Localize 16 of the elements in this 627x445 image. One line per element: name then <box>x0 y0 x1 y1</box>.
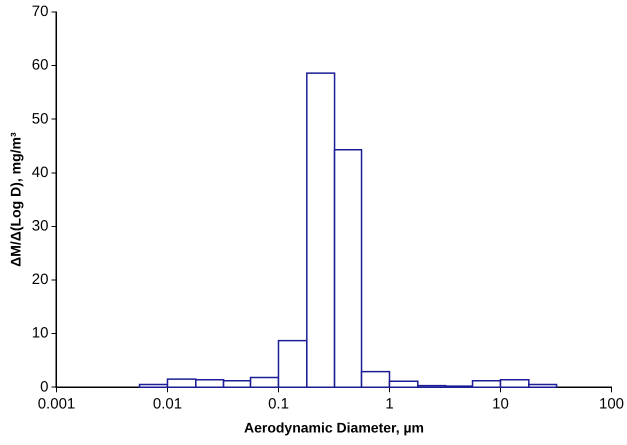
x-tick-label: 1 <box>385 395 394 412</box>
y-tick-label: 60 <box>32 56 48 74</box>
y-tick-label: 50 <box>32 110 48 128</box>
y-tick-label: 10 <box>32 324 48 342</box>
x-tick-label: 0.001 <box>38 395 76 412</box>
x-axis-title: Aerodynamic Diameter, µm <box>244 419 424 436</box>
y-tick-label: 30 <box>32 218 48 235</box>
y-tick-label: 0 <box>40 378 48 396</box>
x-tick-label: 0.01 <box>152 395 182 412</box>
x-tick-label: 100 <box>598 395 624 412</box>
y-axis-title: ΔM/Δ(Log D), mg/m³ <box>7 132 24 267</box>
y-tick-label: 70 <box>32 3 48 20</box>
y-tick-label: 40 <box>32 164 48 181</box>
y-tick-label: 20 <box>32 271 48 288</box>
x-tick-label: 10 <box>492 395 509 412</box>
x-tick-label: 0.1 <box>268 395 289 412</box>
